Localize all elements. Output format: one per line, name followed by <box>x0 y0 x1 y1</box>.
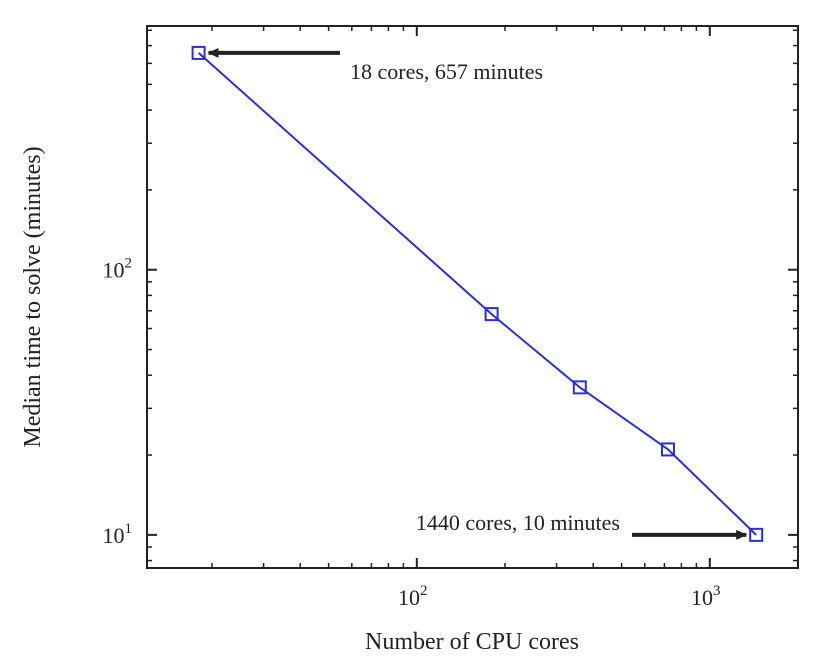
y-axis-label: Median time to solve (minutes) <box>20 146 46 447</box>
series-markers <box>191 45 764 542</box>
annotation-bottom: 1440 cores, 10 minutes <box>416 510 620 535</box>
data-point-marker <box>484 307 499 322</box>
minor-ticks <box>147 26 799 568</box>
x-axis-label: Number of CPU cores <box>365 629 579 655</box>
y-tick-label: 102 <box>103 256 133 283</box>
major-ticks <box>147 26 798 568</box>
y-tick-label: 101 <box>103 521 133 548</box>
data-point-marker <box>572 380 587 395</box>
data-point-marker <box>660 442 675 457</box>
annotation-top: 18 cores, 657 minutes <box>350 59 543 84</box>
x-tick-label: 102 <box>398 583 428 610</box>
plot-frame <box>146 25 799 569</box>
series-line <box>197 52 757 536</box>
data-point-marker <box>191 45 206 60</box>
x-tick-label: 103 <box>691 583 721 610</box>
tick-labels: 102 103 101 102 <box>103 256 721 610</box>
data-point-marker <box>749 527 764 542</box>
